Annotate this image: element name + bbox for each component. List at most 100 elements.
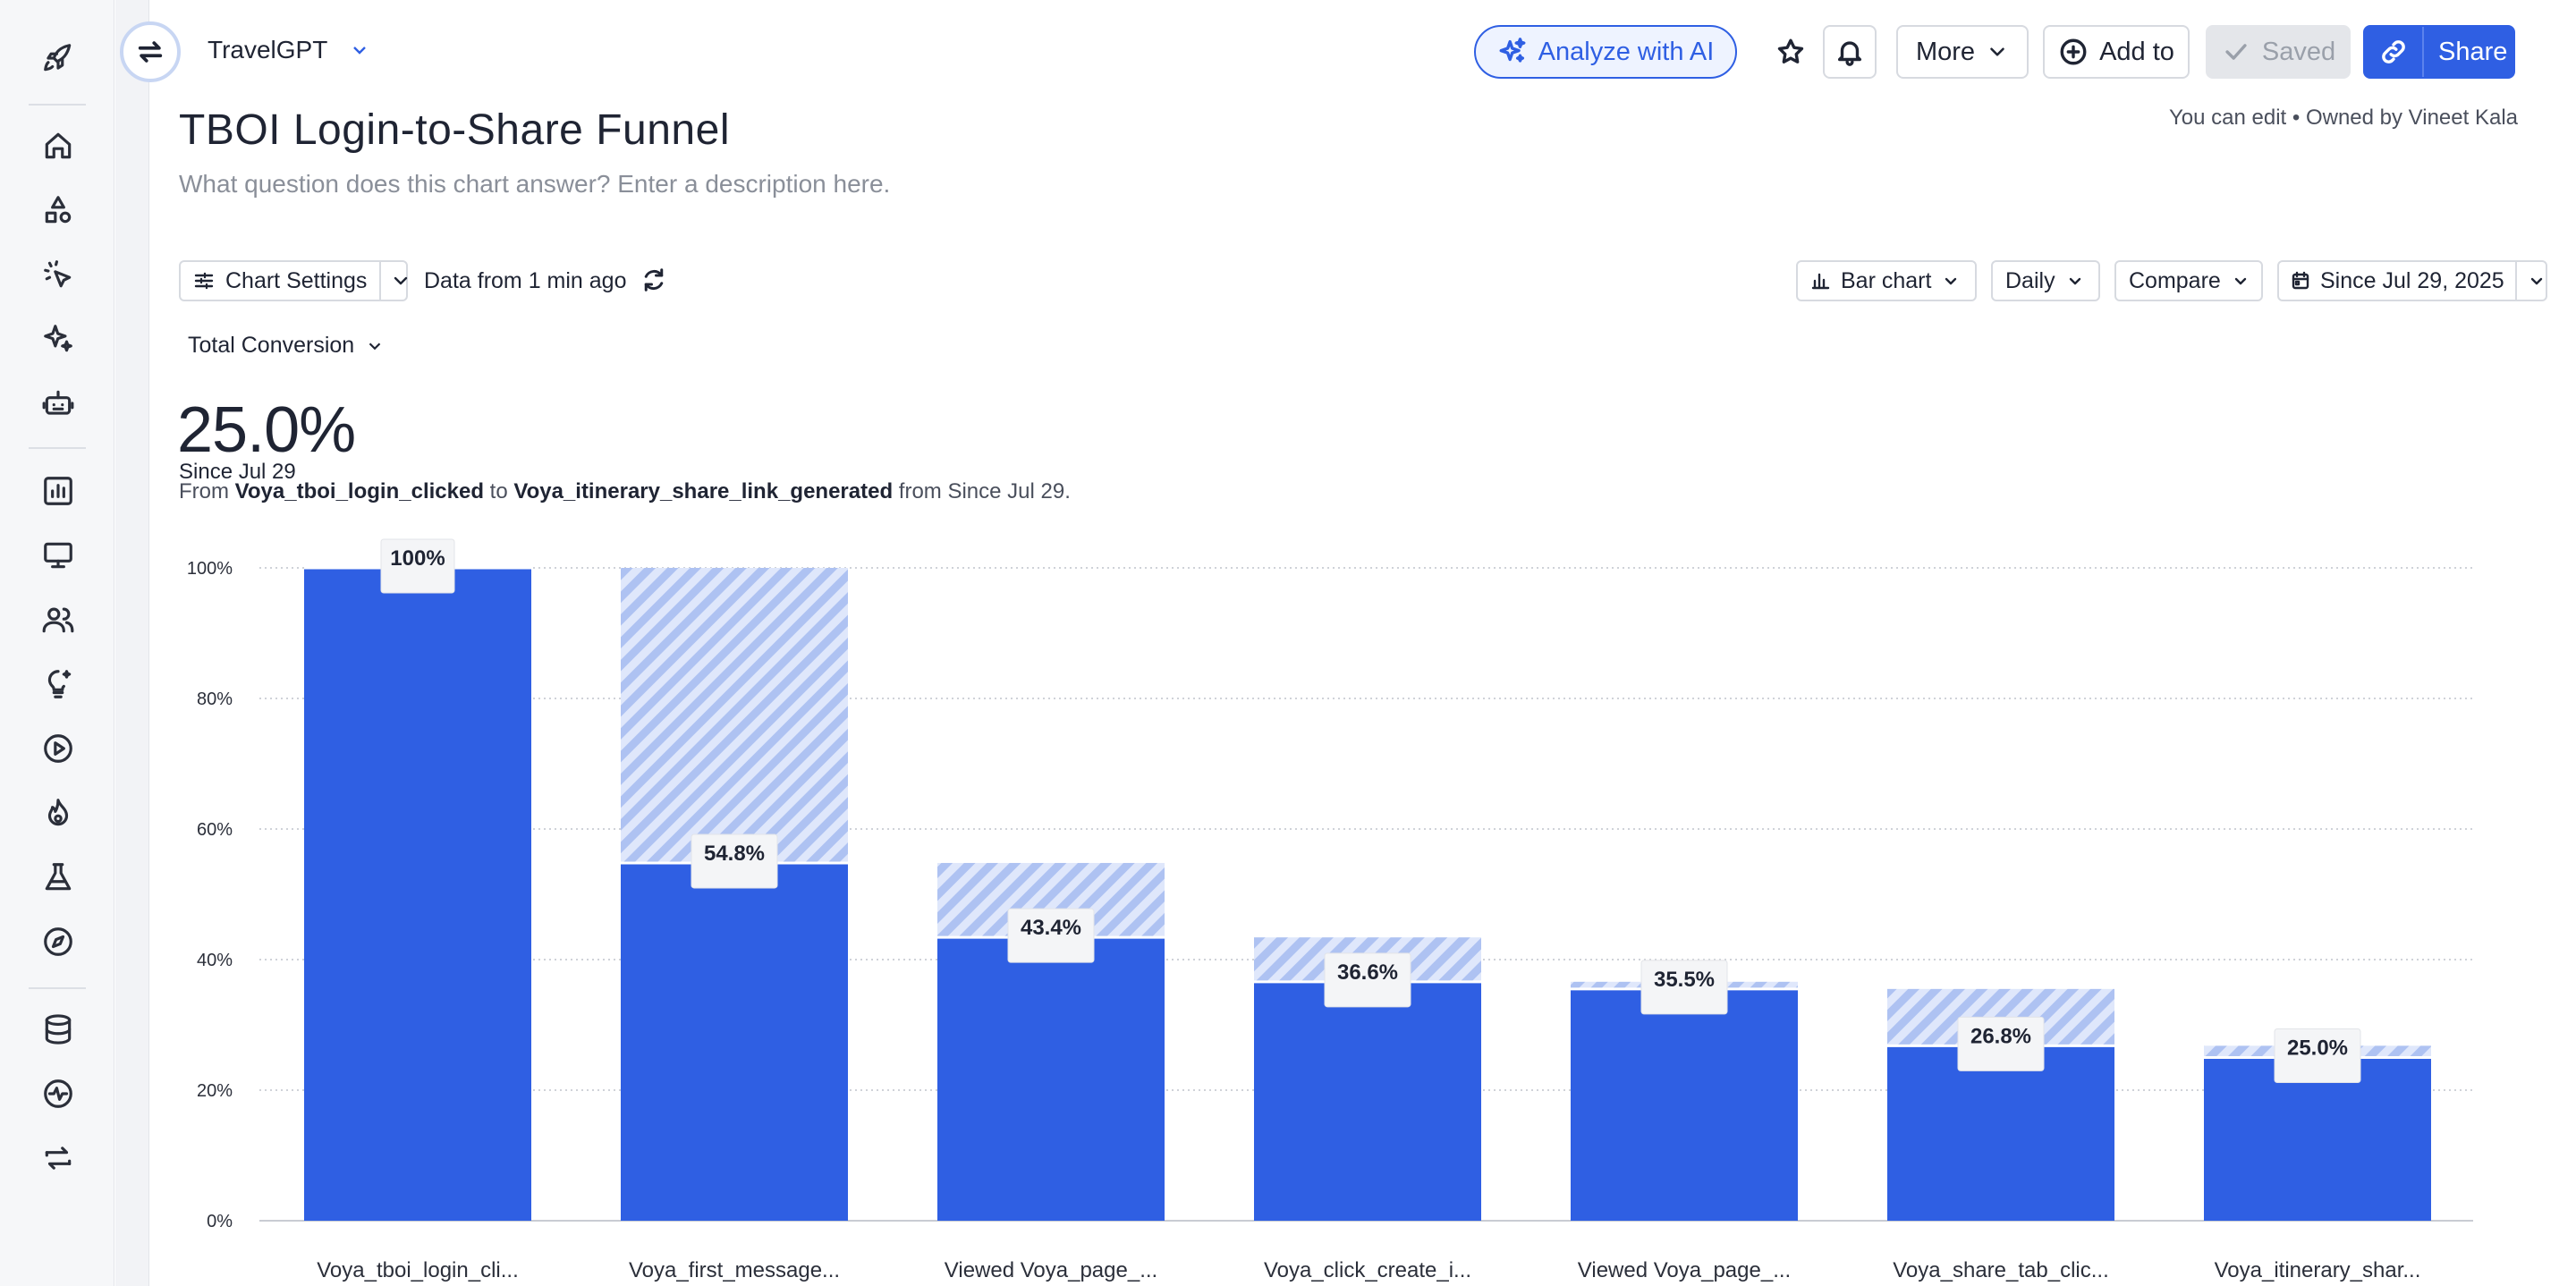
chart-settings-label: Chart Settings: [225, 267, 368, 293]
value-label: 43.4%: [1021, 916, 1081, 940]
value-label-badge: [1324, 952, 1411, 1008]
conversion-bar[interactable]: [621, 862, 848, 1221]
left-nav-sidebar: [0, 0, 114, 1286]
category-label: Voya_first_message...: [629, 1258, 840, 1282]
category-label: Voya_share_tab_clic...: [1893, 1258, 2109, 1282]
bell-icon: [1837, 41, 1862, 66]
users-icon[interactable]: [36, 597, 80, 642]
chart-settings-main[interactable]: Chart Settings: [181, 262, 382, 300]
calendar-icon: [2292, 271, 2309, 290]
refresh-icon[interactable]: [640, 267, 669, 295]
chevron-down-icon: [1945, 277, 1957, 285]
date-range-dropdown[interactable]: [2526, 262, 2547, 300]
flask-icon[interactable]: [36, 855, 80, 900]
share-label: Share: [2438, 37, 2508, 66]
shapes-icon[interactable]: [36, 188, 80, 233]
rocket-icon[interactable]: [36, 36, 80, 80]
copy-link-button[interactable]: [2365, 27, 2424, 77]
sidebar-divider: [29, 104, 86, 106]
compare-select[interactable]: Compare: [2114, 260, 2263, 301]
conversion-bar[interactable]: [1571, 988, 1798, 1221]
conversion-bar[interactable]: [2204, 1057, 2431, 1222]
dropoff-bar[interactable]: [621, 568, 848, 863]
value-label-badge: [2274, 1028, 2361, 1083]
project-chevron-down-icon[interactable]: [349, 39, 370, 61]
chart-type-select[interactable]: Bar chart: [1796, 260, 1977, 301]
monitor-icon[interactable]: [36, 533, 80, 578]
interval-select[interactable]: Daily: [1991, 260, 2100, 301]
more-menu-button[interactable]: More: [1896, 25, 2029, 79]
alerts-button[interactable]: [1823, 25, 1877, 79]
value-label-badge: [1007, 908, 1095, 963]
robot-icon[interactable]: [36, 381, 80, 426]
play-circle-icon[interactable]: [36, 726, 80, 771]
data-sync-icon[interactable]: [36, 1136, 80, 1180]
chevron-down-icon: [2234, 277, 2247, 285]
chevron-down-icon: [1990, 47, 2004, 56]
value-label-badge: [691, 833, 778, 889]
chart-type-label: Bar chart: [1841, 267, 1932, 293]
desc-prefix: From: [179, 479, 229, 503]
chevron-down-icon: [369, 342, 381, 350]
value-label: 54.8%: [704, 842, 765, 866]
database-icon[interactable]: [36, 1007, 80, 1052]
swap-project-button[interactable]: [120, 21, 181, 82]
category-label: Voya_click_create_i...: [1264, 1258, 1471, 1282]
top-bar: TravelGPT Analyze with AI More Add to Sa…: [120, 0, 2576, 104]
compare-label: Compare: [2129, 267, 2221, 293]
conversion-value: 25.0%: [177, 394, 356, 466]
category-label: Voya_itinerary_shar...: [2215, 1258, 2421, 1282]
chart-settings-button[interactable]: Chart Settings: [179, 260, 408, 301]
project-name[interactable]: TravelGPT: [208, 36, 328, 63]
metric-label: Total Conversion: [188, 333, 355, 358]
compass-icon[interactable]: [36, 919, 80, 964]
y-tick-label: 0%: [207, 1212, 233, 1231]
value-label: 26.8%: [1970, 1024, 2031, 1048]
flame-icon[interactable]: [36, 791, 80, 835]
sliders-icon: [194, 272, 214, 290]
value-label-badge: [380, 538, 455, 594]
ownership-info: You can edit • Owned by Vineet Kala: [2169, 106, 2518, 131]
activity-pulse-icon[interactable]: [36, 1071, 80, 1116]
analyze-with-ai-button[interactable]: Analyze with AI: [1474, 25, 1737, 79]
y-tick-label: 60%: [197, 820, 233, 840]
value-label: 36.6%: [1337, 960, 1398, 985]
favorite-button[interactable]: [1766, 25, 1816, 79]
chart-title[interactable]: TBOI Login-to-Share Funnel: [179, 106, 730, 154]
home-icon[interactable]: [36, 123, 80, 168]
pointer-click-icon[interactable]: [36, 252, 80, 297]
owner-text: Owned by Vineet Kala: [2305, 106, 2518, 130]
chart-description-input[interactable]: What question does this chart answer? En…: [179, 170, 891, 198]
value-label-badge: [1640, 960, 1728, 1015]
y-tick-label: 20%: [197, 1081, 233, 1101]
chart-settings-dropdown[interactable]: [390, 262, 411, 300]
check-icon: [2225, 44, 2247, 60]
chevron-down-icon: [2530, 277, 2542, 285]
category-label: Viewed Voya_page_...: [945, 1258, 1157, 1282]
chevron-down-icon: [394, 276, 408, 285]
y-tick-label: 100%: [187, 559, 233, 579]
saved-label: Saved: [2261, 37, 2336, 66]
add-to-button[interactable]: Add to: [2043, 25, 2190, 79]
bar-chart-report-icon[interactable]: [36, 469, 80, 513]
desc-mid: to: [489, 479, 508, 503]
chevron-down-icon: [2069, 277, 2080, 285]
sidebar-collapse-gutter[interactable]: [115, 0, 149, 1286]
saved-button[interactable]: Saved: [2206, 25, 2351, 79]
lightbulb-sparkle-icon[interactable]: [36, 662, 80, 706]
conversion-bar[interactable]: [1254, 981, 1481, 1221]
sidebar-divider: [29, 987, 86, 989]
analyze-with-ai-label: Analyze with AI: [1538, 37, 1715, 66]
sparkles-icon[interactable]: [36, 317, 80, 361]
sidebar-divider: [29, 447, 86, 449]
funnel-bar-chart: 0% 20% 40% 60% 80% 100% 100% Voya_tboi_login_c…: [187, 538, 2473, 1282]
conversion-bar[interactable]: [304, 568, 531, 1221]
conversion-bar[interactable]: [1887, 1045, 2114, 1221]
add-to-label: Add to: [2099, 37, 2174, 66]
value-label: 35.5%: [1654, 968, 1715, 992]
share-button[interactable]: Share: [2363, 25, 2515, 79]
metric-select[interactable]: Total Conversion: [188, 333, 385, 359]
date-range-picker[interactable]: Since Jul 29, 2025: [2277, 260, 2547, 301]
conversion-bar[interactable]: [937, 937, 1165, 1221]
date-range-main[interactable]: Since Jul 29, 2025: [2279, 262, 2517, 300]
